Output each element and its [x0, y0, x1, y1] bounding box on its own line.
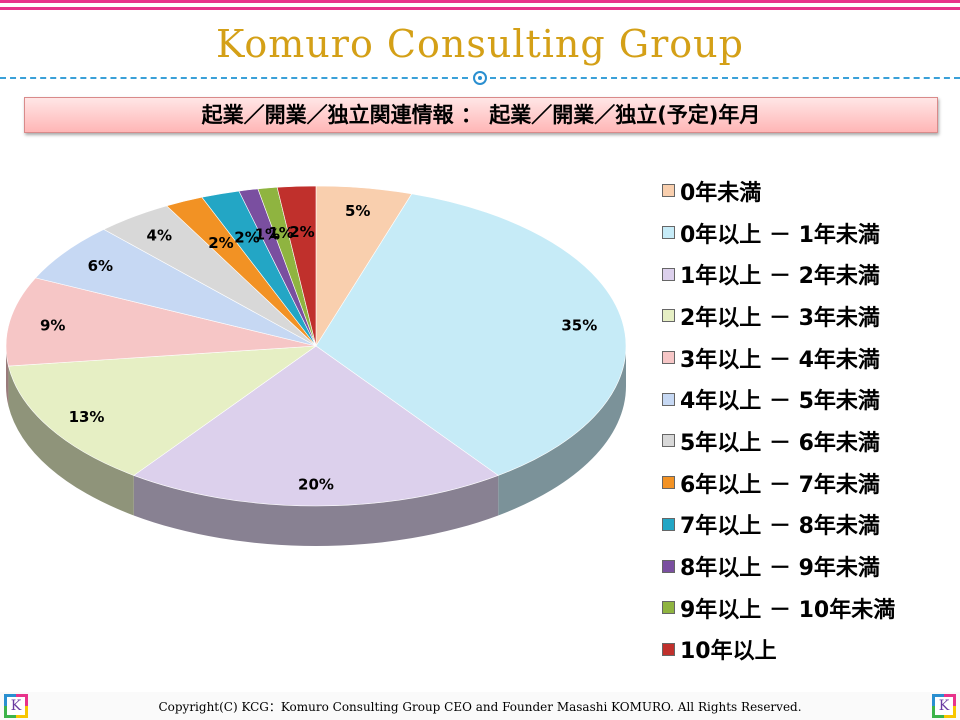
- pie-chart: 5%35%20%13%9%6%4% 2% 2%1%1%2%: [5, 185, 627, 546]
- pie-slice: [8, 345, 318, 476]
- legend-item: 8年以上 － 9年未満: [662, 545, 895, 587]
- pie-slice-side: [133, 475, 499, 546]
- top-stripe-2: [0, 7, 960, 10]
- pie-data-label: 2%: [234, 228, 259, 246]
- pie-data-label: 1%: [268, 224, 293, 242]
- legend-item: 0年以上 － 1年未満: [662, 212, 895, 254]
- kcg-logo-right: K: [932, 694, 956, 718]
- legend-item: 2年以上 － 3年未満: [662, 295, 895, 337]
- pie-data-label: 2%: [208, 234, 233, 252]
- pie-data-label: 9%: [40, 316, 65, 334]
- legend-swatch: [662, 392, 675, 406]
- legend-item: 5年以上 － 6年未満: [662, 420, 895, 462]
- legend-swatch: [662, 642, 675, 656]
- legend-label: 8年以上 － 9年未満: [680, 556, 880, 582]
- pie-slice: [5, 277, 317, 367]
- legend-swatch: [662, 476, 675, 490]
- pie-data-label: 20%: [298, 476, 334, 494]
- legend-label: 5年以上 － 6年未満: [680, 430, 880, 456]
- pie-data-label: 35%: [561, 316, 597, 334]
- legend-swatch: [662, 351, 675, 365]
- legend-swatch: [662, 434, 675, 448]
- legend-item: 6年以上 － 7年未満: [662, 462, 895, 504]
- chart-subtitle: 起業／開業／独立関連情報 ： 起業／開業／独立(予定)年月: [24, 97, 938, 133]
- page-title: Komuro Consulting Group: [216, 22, 744, 66]
- legend-swatch: [662, 559, 675, 573]
- legend-label: 4年以上 － 5年未満: [680, 389, 880, 415]
- pie-slice-side: [6, 346, 9, 407]
- legend-label: 10年以上: [680, 639, 777, 665]
- footer: Copyright(C) KCG：Komuro Consulting Group…: [0, 692, 960, 720]
- legend-label: 9年以上 － 10年未満: [680, 597, 896, 623]
- pie-slice-side: [8, 366, 134, 516]
- legend-item: 7年以上 － 8年未満: [662, 504, 895, 546]
- title-divider-left: [0, 77, 468, 79]
- pie-slice: [133, 345, 499, 507]
- pie-slice: [276, 185, 317, 347]
- legend-swatch: [662, 601, 675, 615]
- legend-item: 3年以上 － 4年未満: [662, 337, 895, 379]
- kcg-logo-left: K: [4, 694, 28, 718]
- title-divider-right: [490, 77, 960, 79]
- legend-label: 0年未満: [680, 180, 762, 206]
- legend-item: 9年以上 － 10年未満: [662, 587, 895, 629]
- pie-data-label: 5%: [345, 202, 370, 220]
- legend-item: 1年以上 － 2年未満: [662, 253, 895, 295]
- pie-slice: [315, 193, 627, 476]
- legend-swatch: [662, 309, 675, 323]
- legend-label: 6年以上 － 7年未満: [680, 472, 880, 498]
- legend-item: 0年未満: [662, 170, 895, 212]
- legend-item: 4年以上 － 5年未満: [662, 378, 895, 420]
- legend-swatch: [662, 517, 675, 531]
- legend-label: 7年以上 － 8年未満: [680, 514, 880, 540]
- legend-label: 1年以上 － 2年未満: [680, 264, 880, 290]
- divider-dot-icon: [473, 71, 487, 85]
- legend-label: 3年以上 － 4年未満: [680, 347, 880, 373]
- legend-item: 10年以上: [662, 629, 895, 671]
- pie-slice-side: [498, 346, 626, 516]
- legend-swatch: [662, 184, 675, 198]
- legend-swatch: [662, 226, 675, 240]
- copyright-text: Copyright(C) KCG：Komuro Consulting Group…: [158, 700, 802, 714]
- top-stripe: [0, 0, 960, 3]
- legend-label: 0年以上 － 1年未満: [680, 222, 880, 248]
- chart-legend: 0年未満 0年以上 － 1年未満 1年以上 － 2年未満 2年以上 － 3年未満 3年以…: [662, 170, 895, 670]
- pie-data-label: 2%: [289, 223, 314, 241]
- pie-data-label: 4%: [147, 227, 172, 245]
- legend-label: 2年以上 － 3年未満: [680, 305, 880, 331]
- legend-swatch: [662, 267, 675, 281]
- pie-data-label: 1%: [255, 226, 280, 244]
- pie-data-label: 13%: [69, 408, 105, 426]
- pie-data-label: 6%: [88, 257, 113, 275]
